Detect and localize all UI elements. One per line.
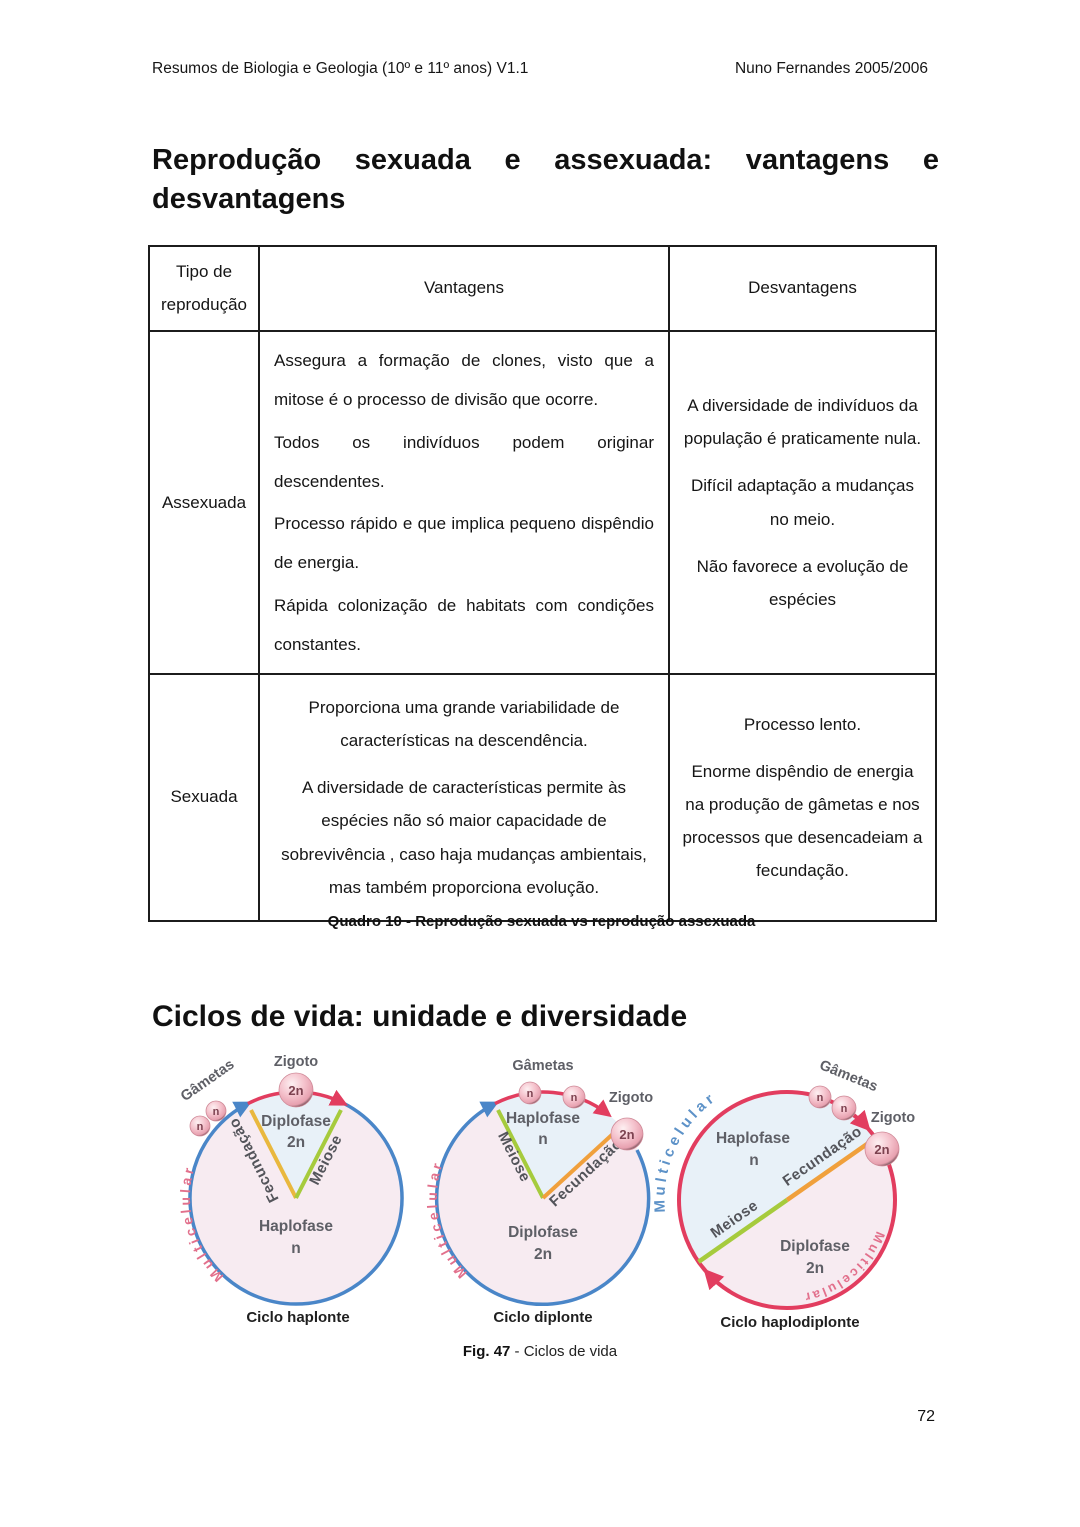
diplophase-wedge — [247, 1092, 345, 1198]
gamete-n: n — [197, 1121, 204, 1133]
gamete-sphere — [205, 1100, 227, 1122]
header-cell-tipo: Tipo de reprodução — [148, 245, 260, 332]
assexuada-vantagens-cell: Assegura a formação de clones, visto que… — [258, 330, 670, 675]
cycle-caption-haplodiplonte: Ciclo haplodiplonte — [720, 1314, 859, 1331]
figure-caption-text: - Ciclos de vida — [510, 1343, 618, 1360]
haplofase-label: Haplofase — [506, 1110, 580, 1127]
paragraph: Processo rápido e que implica pequeno di… — [274, 514, 654, 573]
cycle-caption-haplonte: Ciclo haplonte — [246, 1309, 349, 1326]
zygote-2n: 2n — [288, 1083, 303, 1098]
assexuada-desvantagens-cell: A diversidade de indivíduos da população… — [668, 330, 937, 675]
paragraph: Rápida colonização de habitats com condi… — [274, 595, 654, 655]
diplophase-arc-arrow — [703, 1268, 731, 1294]
gametas-label: Gâmetas — [512, 1058, 573, 1074]
diagram-diplonte: Meiose Fecundação Haplofase n Diplofase … — [424, 1058, 654, 1326]
paragraph: Difícil adaptação a mudanças no meio. — [690, 476, 915, 529]
diplofase-label: Diplofase — [261, 1113, 331, 1130]
zygote-sphere — [278, 1072, 314, 1108]
zygote-sphere — [864, 1131, 900, 1167]
gamete-sphere — [831, 1095, 857, 1121]
cycles-section-title: Ciclos de vida: unidade e diversidade — [152, 1000, 688, 1033]
zygote-2n: 2n — [619, 1127, 634, 1142]
haplofase-n-label: n — [291, 1240, 300, 1257]
diplophase-arc-arrow — [434, 1101, 651, 1306]
diplofase-2n-label: 2n — [287, 1134, 305, 1151]
table-caption: Quadro 10 - Reprodução sexuada vs reprod… — [327, 913, 756, 930]
haplofase-label: Haplofase — [716, 1130, 790, 1147]
paragraph: A diversidade de características permite… — [281, 778, 647, 897]
table-header-row: Tipo de reprodução Vantagens Desvantagen… — [148, 245, 937, 332]
row-label-assexuada: Assexuada — [148, 330, 260, 675]
fecundacao-line — [541, 1130, 617, 1200]
cycle-circle — [677, 1090, 897, 1310]
paragraph: Processo lento. — [743, 714, 862, 734]
paragraph: Não favorece a evolução de espécies — [696, 556, 909, 609]
diplofase-2n-label: 2n — [534, 1246, 552, 1263]
zigoto-label: Zigoto — [871, 1110, 915, 1126]
comparison-table: Tipo de reprodução Vantagens Desvantagen… — [148, 245, 937, 922]
gamete-n: n — [571, 1092, 578, 1104]
header-cell-vantagens: Vantagens — [258, 245, 670, 332]
row-label-sexuada: Sexuada — [148, 673, 260, 922]
zygote-sphere — [610, 1117, 644, 1151]
diplofase-label: Diplofase — [780, 1238, 850, 1255]
header-left-text: Resumos de Biologia e Geologia (10º e 11… — [152, 60, 529, 77]
gamete-n: n — [527, 1088, 534, 1100]
haplophase-half — [679, 1092, 876, 1262]
sexuada-desvantagens-cell: Processo lento. Enorme dispêndio de ener… — [668, 673, 937, 922]
table-row-sexuada: Sexuada Proporciona uma grande variabili… — [148, 673, 937, 922]
haplophase-arc-arrow — [494, 1090, 612, 1118]
paragraph: Todos os indivíduos podem originar desce… — [274, 432, 654, 491]
header-cell-desvantagens: Desvantagens — [668, 245, 937, 332]
figure-caption-number: Fig. 47 — [462, 1343, 511, 1360]
fecundacao-line — [249, 1109, 298, 1199]
meiose-line — [496, 1109, 545, 1199]
diplofase-2n-label: 2n — [806, 1260, 824, 1277]
haplofase-n-label: n — [749, 1152, 758, 1169]
zigoto-label: Zigoto — [274, 1054, 318, 1070]
fecundacao-line — [785, 1136, 877, 1202]
paragraph: Proporciona uma grande variabilidade de … — [308, 698, 620, 751]
haplofase-n-label: n — [538, 1131, 547, 1148]
haplophase-wedge — [495, 1092, 622, 1198]
section-title-line1: Reprodução sexuada e assexuada: vantagen… — [152, 144, 939, 176]
section-title: Reprodução sexuada e assexuada: vantagen… — [152, 141, 939, 218]
section-title-line2: desvantagens — [152, 182, 346, 215]
gamete-sphere — [189, 1115, 211, 1137]
diplofase-label: Diplofase — [508, 1224, 578, 1241]
paragraph: Enorme dispêndio de energia na produção … — [682, 761, 923, 881]
cycle-caption-diplonte: Ciclo diplonte — [493, 1309, 592, 1326]
life-cycle-figure: Fecundação Meiose Diplofase 2n Haplofase… — [150, 1050, 1030, 1342]
zigoto-label: Zigoto — [609, 1090, 653, 1106]
gamete-n: n — [213, 1106, 220, 1118]
diplophase-half — [698, 1138, 895, 1308]
gamete-n: n — [817, 1092, 824, 1104]
paragraph: A diversidade de indivíduos da população… — [683, 396, 922, 449]
gamete-sphere — [562, 1085, 586, 1109]
gametas-label: Gâmetas — [178, 1057, 237, 1105]
sexuada-vantagens-cell: Proporciona uma grande variabilidade de … — [258, 673, 670, 922]
zygote-2n: 2n — [874, 1142, 889, 1157]
haplofase-label: Haplofase — [259, 1218, 333, 1235]
meiose-line — [697, 1198, 789, 1264]
diagram-haplodiplonte: Meiose Fecundação Haplofase n Diplofase … — [651, 1057, 915, 1331]
gamete-n: n — [841, 1103, 848, 1115]
table-row-assexuada: Assexuada Assegura a formação de clones,… — [148, 330, 937, 675]
haplophase-arc-arrow — [188, 1101, 404, 1306]
page-number: 72 — [917, 1408, 935, 1425]
diagram-haplonte: Fecundação Meiose Diplofase 2n Haplofase… — [177, 1054, 404, 1326]
header-right-text: Nuno Fernandes 2005/2006 — [734, 60, 928, 77]
paragraph: Assegura a formação de clones, visto que… — [274, 350, 654, 409]
page-header: Resumos de Biologia e Geologia (10º e 11… — [152, 60, 928, 78]
gamete-sphere — [808, 1085, 832, 1109]
meiose-line — [294, 1109, 343, 1199]
figure-caption: Fig. 47 - Ciclos de vida — [0, 1343, 1080, 1360]
gamete-sphere — [518, 1081, 542, 1105]
